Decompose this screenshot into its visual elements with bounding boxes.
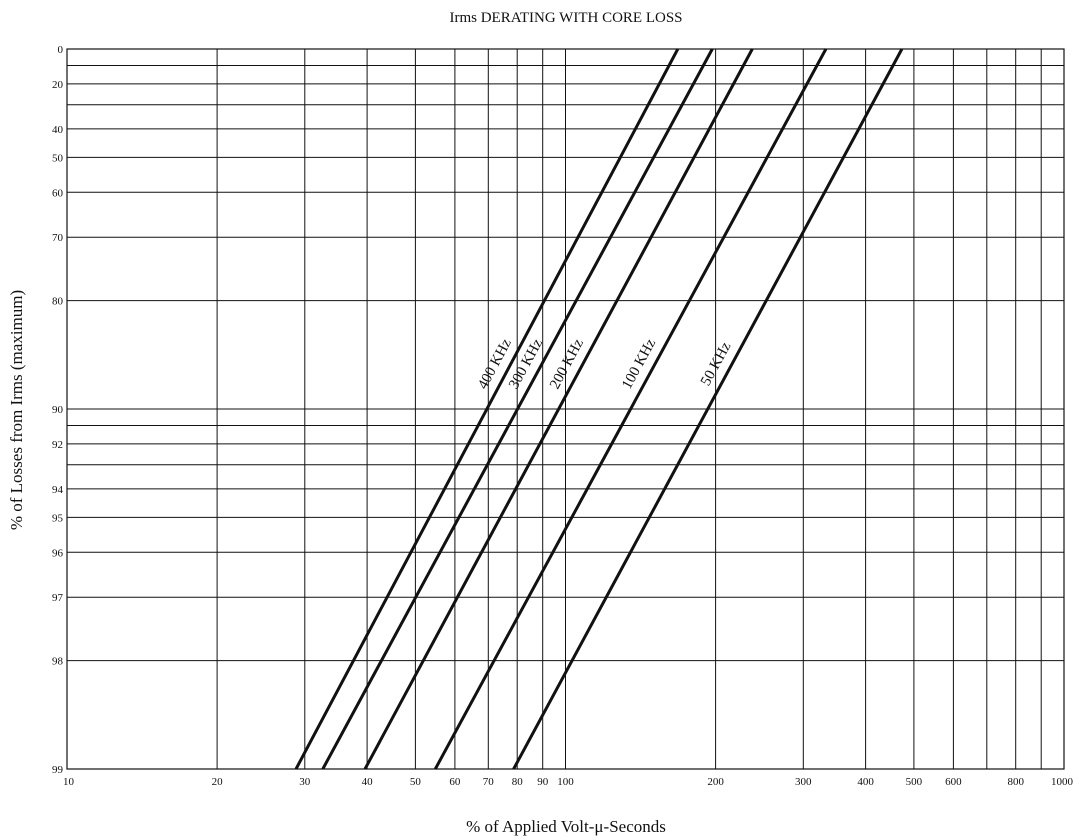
y-tick-label-70: 70	[52, 232, 64, 244]
x-tick-label-800: 800	[1007, 776, 1024, 788]
y-tick-label-97: 97	[52, 592, 64, 604]
y-tick-label-20: 20	[52, 79, 64, 91]
x-tick-label-30: 30	[299, 776, 311, 788]
x-tick-label-200: 200	[707, 776, 724, 788]
y-tick-label-80: 80	[52, 296, 64, 308]
x-tick-label-10: 10	[63, 776, 75, 788]
y-tick-labels: 0 20 40 50 60 70 80 90 92 94 95 96 97 98 99	[52, 44, 64, 776]
x-tick-label-40: 40	[362, 776, 374, 788]
x-tick-labels: 10 20 30 40 50 60 70 80 90 100 200 300 400 500 600 800 1…	[63, 776, 1074, 788]
y-axis-label: % of Losses from Irms (maximum)	[7, 290, 26, 530]
y-tick-label-99: 99	[52, 764, 64, 776]
chart-title: Irms DERATING WITH CORE LOSS	[449, 10, 682, 26]
plot-frame	[66, 48, 1065, 770]
x-tick-label-1000: 1000	[1051, 776, 1074, 788]
series-line-100-khz	[433, 48, 828, 770]
y-tick-label-60: 60	[52, 187, 64, 199]
y-tick-label-40: 40	[52, 124, 64, 136]
x-tick-label-300: 300	[795, 776, 812, 788]
x-tick-label-20: 20	[212, 776, 224, 788]
x-tick-label-60: 60	[449, 776, 461, 788]
y-tick-label-98: 98	[52, 656, 64, 668]
x-tick-label-90: 90	[537, 776, 549, 788]
x-tick-label-50: 50	[410, 776, 422, 788]
y-tick-label-50: 50	[52, 152, 64, 164]
y-tick-label-92: 92	[52, 439, 63, 451]
series-lines	[294, 48, 904, 770]
y-tick-label-94: 94	[52, 484, 64, 496]
series-line-200-khz	[363, 48, 754, 770]
x-tick-label-100: 100	[557, 776, 574, 788]
series-line-300-khz	[321, 48, 714, 770]
x-tick-label-500: 500	[906, 776, 923, 788]
y-tick-label-0: 0	[58, 44, 64, 56]
y-tick-label-90: 90	[52, 404, 64, 416]
grid-layer	[67, 49, 1064, 769]
x-tick-label-600: 600	[945, 776, 962, 788]
y-tick-label-95: 95	[52, 512, 64, 524]
x-axis-label: % of Applied Volt-μ-Seconds	[466, 817, 666, 836]
series-line-50-khz	[512, 48, 904, 770]
y-tick-label-96: 96	[52, 547, 64, 559]
x-tick-label-70: 70	[483, 776, 495, 788]
series-label-50-khz: 50 KHz	[698, 339, 735, 388]
x-tick-label-400: 400	[857, 776, 874, 788]
x-tick-label-80: 80	[512, 776, 524, 788]
series-line-400-khz	[294, 48, 680, 770]
